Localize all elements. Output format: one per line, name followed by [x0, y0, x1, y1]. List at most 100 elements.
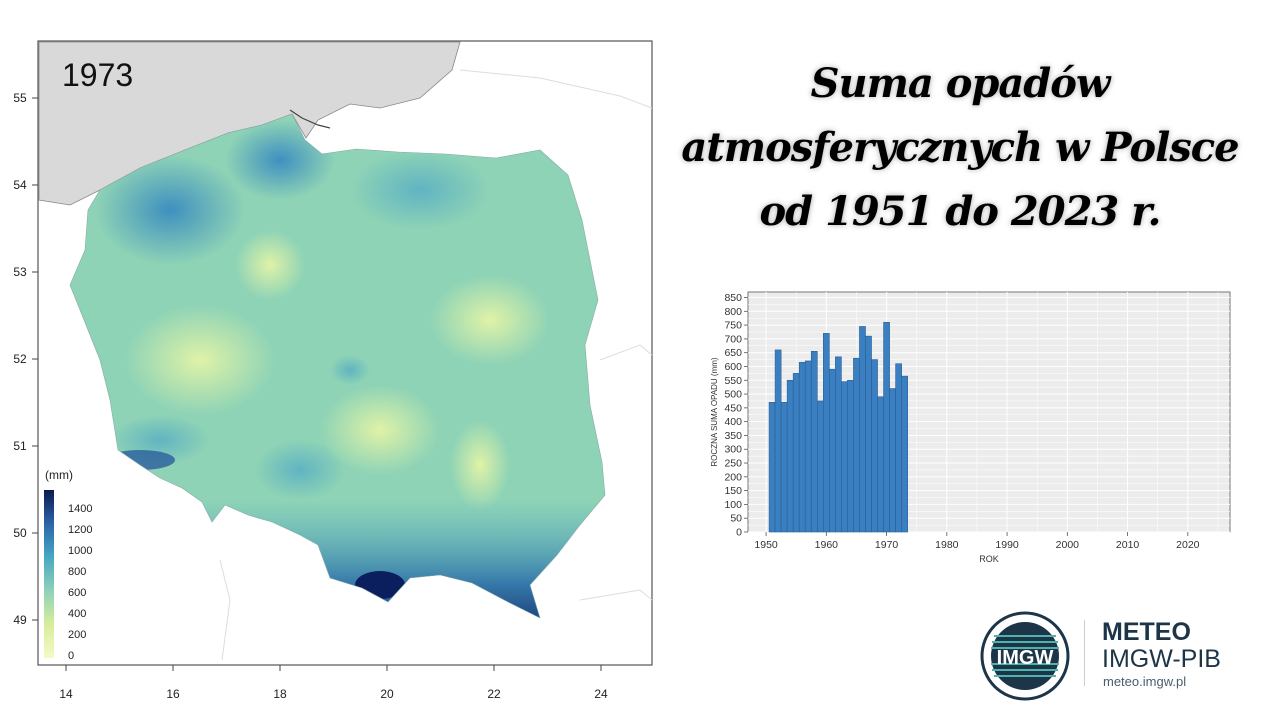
border-line-4: [579, 589, 653, 601]
legend-tick-label: 1400: [68, 503, 92, 515]
legend-unit: (mm): [45, 468, 73, 482]
imgw-logo: IMGW: [980, 611, 1070, 701]
chart-y-tick-label: 700: [724, 333, 742, 345]
bar-1973: [901, 375, 908, 533]
hel-peninsula: [289, 109, 331, 129]
bar-1954: [786, 379, 794, 533]
chart-y-tick-label: 600: [724, 361, 742, 373]
chart-y-tick-label: 300: [724, 444, 742, 456]
brand-line-2: IMGW-PIB: [1102, 645, 1221, 673]
legend-tick-label: 400: [68, 608, 86, 620]
map-x-tick-label: 22: [487, 687, 501, 701]
map-x-tick-label: 14: [59, 687, 73, 701]
border-line: [459, 69, 653, 109]
chart-y-tick-label: 650: [724, 347, 742, 359]
chart-y-tick-label: 0: [736, 527, 742, 539]
chart-x-tick-label: 2010: [1116, 539, 1140, 551]
bar-1953: [780, 402, 788, 533]
bar-1971: [889, 388, 896, 533]
chart-y-tick-label: 800: [724, 306, 742, 318]
chart-x-tick-label: 1960: [815, 539, 839, 551]
logo-divider: [1084, 620, 1085, 686]
bar-1972: [895, 363, 902, 533]
logo-emblem-stripes: [991, 635, 1059, 677]
bar-1970: [883, 322, 890, 533]
bar-1965: [853, 357, 860, 533]
chart-y-tick-label: 250: [724, 458, 742, 470]
map-x-tick-label: 20: [380, 687, 394, 701]
bar-1955: [792, 373, 800, 533]
bar-1960: [823, 333, 830, 533]
map-y-tick-label: 53: [13, 265, 27, 279]
bar-1966: [859, 326, 866, 533]
bar-1958: [810, 351, 818, 533]
chart-y-tick-label: 550: [724, 375, 742, 387]
legend-tick-label: 1000: [68, 545, 92, 557]
legend-colorbar: [44, 490, 54, 658]
map-y-tick-label: 49: [13, 613, 27, 627]
map-y-tick-label: 52: [13, 352, 27, 366]
brand-line-1: METEO: [1102, 618, 1191, 646]
legend-tick-label: 200: [68, 629, 86, 641]
chart-y-tick-label: 850: [724, 292, 742, 304]
chart-x-ticks: 1950 1960 1970 1980 1990 2000 2010 2020: [754, 532, 1200, 551]
map-y-ticks: 55 54 53 52 51 50 49: [13, 91, 38, 627]
bar-1962: [835, 356, 842, 533]
chart-y-tick-label: 400: [724, 416, 742, 428]
legend-ticks: 1400 1200 1000 800 600 400 200 0: [68, 503, 92, 662]
chart-x-tick-label: 1990: [995, 539, 1019, 551]
bar-1961: [829, 368, 836, 533]
border-line-2: [599, 344, 653, 361]
chart-bars: [768, 322, 908, 533]
map-y-tick-label: 50: [13, 526, 27, 540]
chart-y-tick-label: 50: [730, 513, 742, 525]
map-y-tick-label: 51: [13, 439, 27, 453]
bar-1951: [768, 402, 776, 533]
bar-1957: [804, 360, 812, 533]
logo-emblem-text: IMGW: [997, 647, 1054, 669]
bar-1956: [798, 362, 806, 533]
chart-x-tick-label: 2020: [1176, 539, 1200, 551]
precipitation-map: 1973 (mm) 1400 1200 1000 800 600 400 200 0 14 16…: [13, 40, 653, 701]
map-year-label: 1973: [62, 57, 133, 93]
chart-x-tick-label: 1950: [754, 539, 778, 551]
bar-1968: [871, 359, 878, 533]
map-x-tick-label: 24: [594, 687, 608, 701]
bar-1964: [847, 379, 854, 533]
bar-1963: [841, 381, 848, 533]
map-x-ticks: 14 16 18 20 22 24: [59, 665, 608, 701]
legend-tick-label: 0: [68, 650, 74, 662]
chart-y-tick-label: 150: [724, 485, 742, 497]
chart-y-tick-label: 200: [724, 471, 742, 483]
chart-x-label: ROK: [979, 554, 999, 564]
chart-y-tick-label: 750: [724, 320, 742, 332]
map-x-tick-label: 18: [273, 687, 287, 701]
title-line-1: Suma opadów: [810, 60, 1111, 107]
chart-x-tick-label: 2000: [1056, 539, 1080, 551]
bar-1952: [774, 349, 782, 533]
border-line-3: [219, 559, 231, 661]
legend-tick-label: 600: [68, 587, 86, 599]
map-x-tick-label: 16: [166, 687, 180, 701]
bar-1969: [877, 396, 884, 533]
brand-url[interactable]: meteo.imgw.pl: [1103, 674, 1187, 689]
map-y-tick-label: 55: [13, 91, 27, 105]
chart-y-tick-label: 100: [724, 499, 742, 511]
chart-y-tick-label: 500: [724, 389, 742, 401]
main-title: Suma opadów atmosferycznych w Polsce od …: [660, 52, 1260, 244]
chart-y-tick-label: 350: [724, 430, 742, 442]
chart-x-tick-label: 1980: [935, 539, 959, 551]
map-y-tick-label: 54: [13, 178, 27, 192]
title-line-3: od 1951 do 2023 r.: [759, 188, 1162, 235]
bar-1959: [816, 400, 824, 533]
legend-tick-label: 800: [68, 566, 86, 578]
chart-y-label: ROCZNA SUMA OPADU (mm): [710, 357, 719, 467]
chart-y-tick-label: 450: [724, 402, 742, 414]
bar-1967: [865, 335, 872, 533]
chart-x-tick-label: 1970: [875, 539, 899, 551]
legend-tick-label: 1200: [68, 524, 92, 536]
logo-emblem-core: [991, 622, 1059, 690]
title-line-2: atmosferycznych w Polsce: [681, 124, 1239, 171]
